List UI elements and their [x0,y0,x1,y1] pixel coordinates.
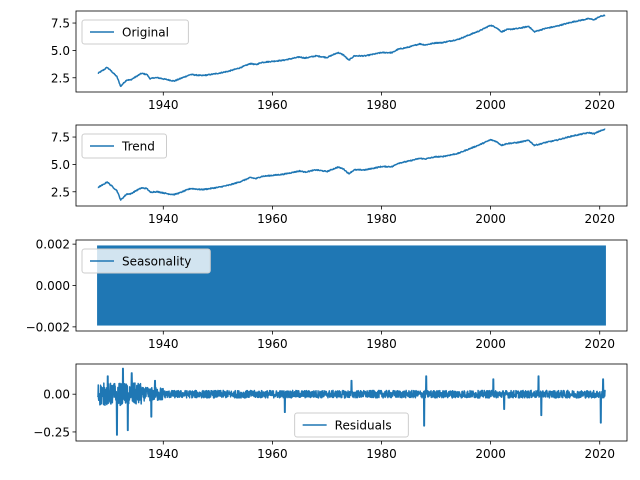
y-tick-label: 7.5 [51,131,70,145]
subplot-4: 1940 1960 1980 2000 2020 −0.25 0.00 Residuals [33,363,628,461]
x-tick-label: 2000 [475,337,506,351]
x-tick-label: 2020 [584,98,615,112]
legend-label: Trend [121,140,155,154]
y-tick-label: 0.00 [43,388,70,402]
legend: Seasonality [81,248,211,274]
x-tick-label: 1960 [257,98,288,112]
legend-box [294,412,409,438]
x-tick-label: 1940 [148,337,179,351]
legend-label: Residuals [335,419,392,433]
y-tick-label: −0.25 [33,425,70,439]
x-tick-label: 1960 [257,337,288,351]
plot-area [97,14,606,88]
legend-label: Original [122,26,169,40]
x-tick-label: 1980 [366,98,397,112]
y-tick-label: −0.002 [26,320,70,334]
x-tick-label: 1960 [257,447,288,461]
x-tick-label: 1980 [366,447,397,461]
legend: Original [81,19,189,45]
x-tick-label: 1980 [366,212,397,226]
x-tick-label: 2000 [475,447,506,461]
subplot-3: 1940 1960 1980 2000 2020 −0.002 0.000 0.002 Seas… [26,238,628,351]
y-tick-label: 5.0 [51,44,70,58]
legend: Residuals [294,412,409,438]
y-tick-label: 5.0 [51,158,70,172]
y-tick-label: 7.5 [51,17,70,31]
x-tick-label: 1980 [366,337,397,351]
legend-box [81,133,167,159]
x-tick-label: 2000 [475,212,506,226]
x-tick-label: 2020 [584,212,615,226]
subplot-1: 1940 1960 1980 2000 2020 2.5 5.0 7.5 Original [51,10,628,112]
series-line-trend [97,128,606,201]
axes-frame [75,363,628,442]
y-tick-label: 0.000 [36,279,70,293]
x-tick-label: 2000 [475,98,506,112]
legend-box [81,19,189,45]
y-tick-label: 2.5 [51,71,70,85]
series-line-original [97,14,606,88]
axes-frame [75,124,628,207]
legend-box [81,248,211,274]
legend-label: Seasonality [122,255,191,269]
axes-frame [75,10,628,93]
x-tick-label: 1960 [257,212,288,226]
subplot-2: 1940 1960 1980 2000 2020 2.5 5.0 7.5 Trend [51,124,628,226]
x-tick-label: 2020 [584,447,615,461]
plot-area [97,128,606,201]
x-tick-label: 2020 [584,337,615,351]
x-tick-label: 1940 [148,98,179,112]
series-line-residuals [97,367,606,436]
x-tick-label: 1940 [148,447,179,461]
y-tick-label: 0.002 [36,238,70,252]
y-tick-label: 2.5 [51,185,70,199]
legend: Trend [81,133,167,159]
x-tick-label: 1940 [148,212,179,226]
plot-area [97,367,606,436]
